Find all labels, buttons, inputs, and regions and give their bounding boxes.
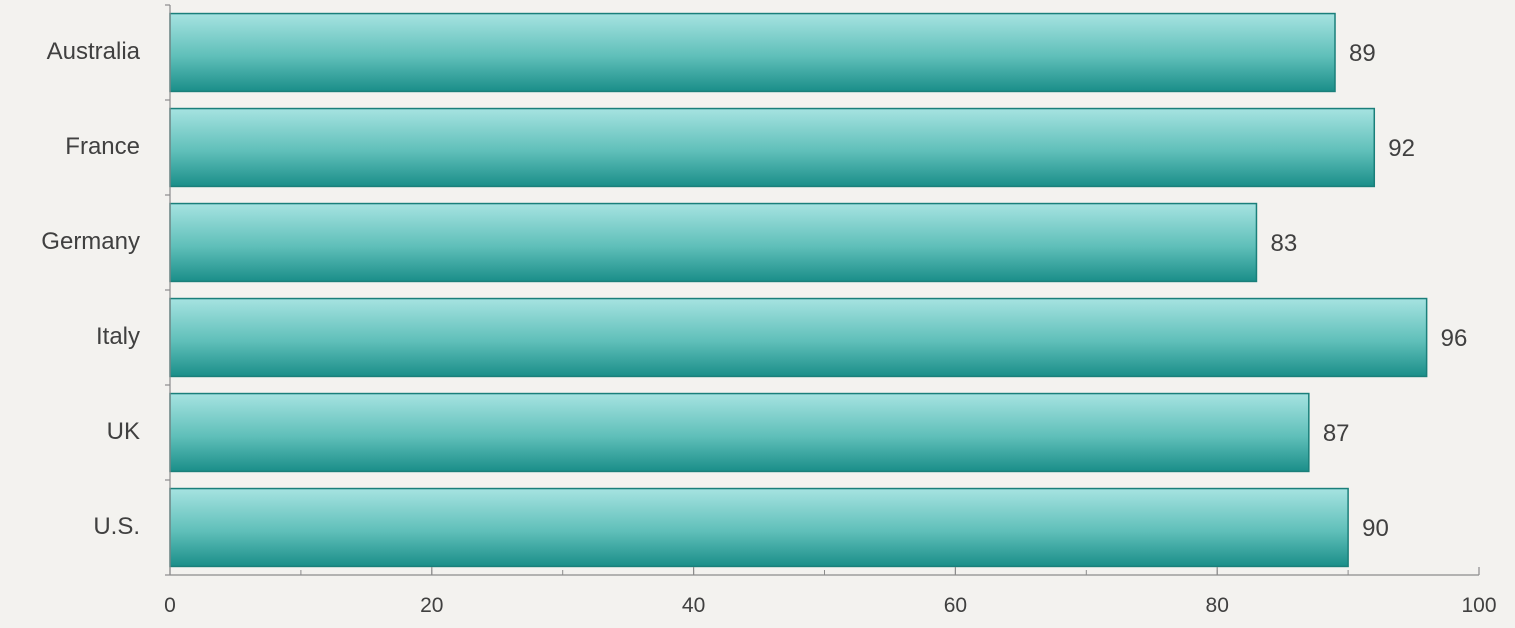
labels-layer: Australia 89 France 92 Germany 83 Italy 96 UK 87 U… [41,38,1496,617]
bars-layer [169,12,1428,568]
category-label: Australia [47,38,141,65]
axes-layer [165,4,1480,576]
x-tick-label: 40 [682,594,705,617]
bar-u-s [169,487,1349,568]
data-label: 90 [1362,515,1389,542]
data-label: 92 [1388,135,1415,162]
bar-france [169,107,1376,188]
category-label: UK [107,418,140,445]
data-label: 89 [1349,40,1376,67]
data-label: 87 [1323,420,1350,447]
x-tick-label: 100 [1461,594,1496,617]
category-label: U.S. [93,513,140,540]
category-label: France [65,133,140,160]
bar-germany [169,202,1258,283]
bar-italy [169,297,1428,378]
x-tick-label: 60 [944,594,967,617]
category-label: Italy [96,323,140,350]
x-tick-label: 0 [164,594,176,617]
data-label: 96 [1441,325,1468,352]
category-label: Germany [41,228,140,255]
bar-uk [169,392,1310,473]
data-label: 83 [1270,230,1297,257]
x-tick-label: 80 [1206,594,1229,617]
bar-australia [169,12,1336,93]
x-tick-label: 20 [420,594,443,617]
